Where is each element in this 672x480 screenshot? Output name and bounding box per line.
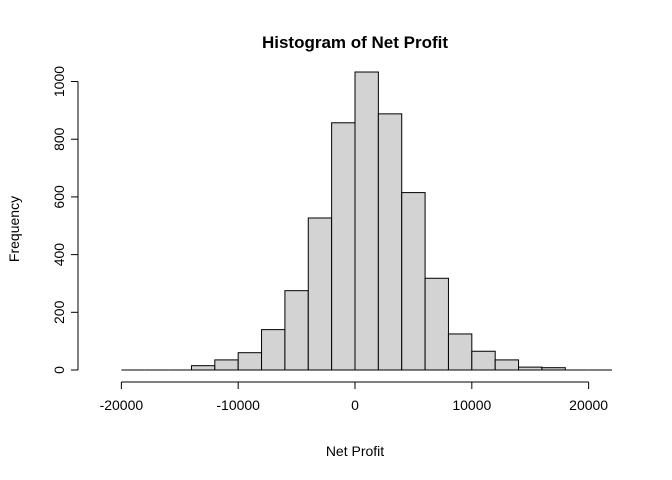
histogram-bar	[494, 359, 520, 371]
histogram-bar	[214, 359, 239, 371]
y-tick-label: 0	[51, 366, 67, 374]
y-tick-label: 1000	[51, 66, 67, 97]
x-tick-label: 20000	[569, 397, 608, 413]
y-tick-label: 200	[51, 300, 67, 324]
histogram-bar	[331, 122, 356, 371]
histogram-bar	[401, 192, 426, 371]
y-axis: 0 200 400 600 800 1000	[51, 66, 79, 374]
histogram-bar	[541, 367, 566, 371]
y-axis-label: Frequency	[6, 196, 22, 262]
y-tick-label: 600	[51, 185, 67, 209]
x-axis: -20000 -10000 0 10000 20000	[100, 381, 608, 413]
x-axis-label: Net Profit	[326, 443, 384, 459]
histogram-bars	[121, 71, 612, 371]
histogram-bar	[518, 366, 543, 371]
histogram-bar	[284, 290, 309, 371]
histogram-bar	[424, 277, 449, 371]
histogram-bar	[307, 217, 333, 371]
x-tick-label: 10000	[452, 397, 491, 413]
histogram-bar	[471, 350, 496, 371]
y-tick-label: 800	[51, 127, 67, 151]
histogram-bar	[354, 71, 379, 371]
histogram-bar	[377, 113, 403, 371]
histogram-bar	[237, 352, 263, 371]
x-tick-label: 0	[351, 397, 359, 413]
chart-title: Histogram of Net Profit	[262, 33, 448, 52]
x-tick-label: -20000	[100, 397, 144, 413]
y-tick-label: 400	[51, 243, 67, 267]
histogram-bar	[190, 365, 216, 371]
histogram-bar	[447, 333, 473, 371]
x-tick-label: -10000	[216, 397, 260, 413]
histogram-bar	[261, 329, 286, 371]
